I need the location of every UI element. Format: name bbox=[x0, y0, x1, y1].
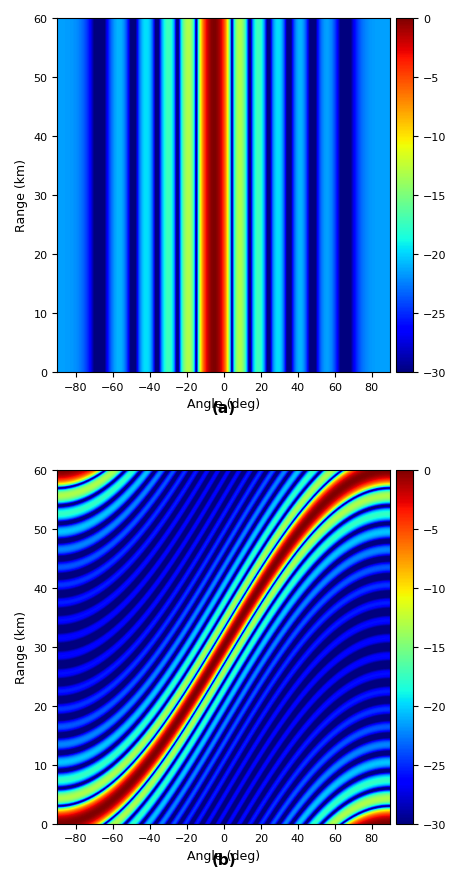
Text: (b): (b) bbox=[211, 852, 235, 866]
X-axis label: Angle (deg): Angle (deg) bbox=[187, 398, 260, 410]
X-axis label: Angle (deg): Angle (deg) bbox=[187, 849, 260, 862]
Y-axis label: Range (km): Range (km) bbox=[15, 610, 28, 683]
Text: (a): (a) bbox=[211, 401, 235, 416]
Y-axis label: Range (km): Range (km) bbox=[15, 160, 28, 232]
